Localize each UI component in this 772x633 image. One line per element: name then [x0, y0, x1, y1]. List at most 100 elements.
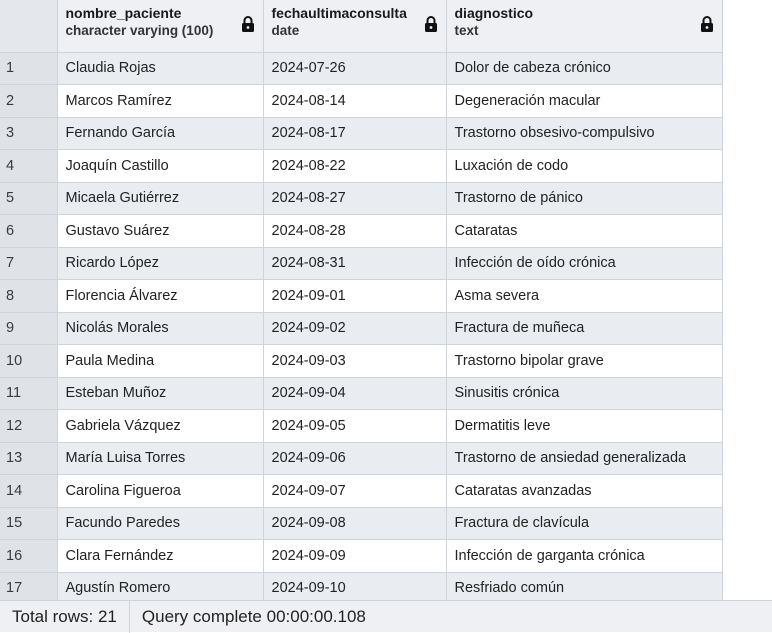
- cell-fechaultimaconsulta[interactable]: 2024-09-05: [263, 409, 447, 443]
- cell-diagnostico[interactable]: Trastorno obsesivo-compulsivo: [446, 117, 723, 150]
- row-number[interactable]: 5: [0, 182, 58, 215]
- data-table: nombre_paciente character varying (100) …: [0, 0, 723, 600]
- table-row[interactable]: 11 Esteban Muñoz 2024-09-04 Sinusitis cróni…: [0, 377, 723, 410]
- row-number[interactable]: 4: [0, 149, 58, 183]
- cell-nombre-paciente[interactable]: Marcos Ramírez: [57, 84, 264, 118]
- cell-fechaultimaconsulta[interactable]: 2024-08-27: [263, 182, 447, 215]
- cell-fechaultimaconsulta[interactable]: 2024-07-26: [263, 52, 447, 85]
- cell-nombre-paciente[interactable]: Esteban Muñoz: [57, 377, 264, 410]
- row-number[interactable]: 1: [0, 52, 58, 85]
- row-number[interactable]: 7: [0, 247, 58, 280]
- row-number[interactable]: 6: [0, 214, 58, 248]
- cell-nombre-paciente[interactable]: Gustavo Suárez: [57, 214, 264, 248]
- cell-diagnostico[interactable]: Resfriado común: [446, 572, 723, 600]
- cell-nombre-paciente[interactable]: Paula Medina: [57, 344, 264, 378]
- column-header-fechaultimaconsulta[interactable]: fechaultimaconsulta date: [263, 0, 447, 53]
- row-number[interactable]: 11: [0, 377, 58, 410]
- cell-fechaultimaconsulta[interactable]: 2024-08-17: [263, 117, 447, 150]
- row-number[interactable]: 15: [0, 507, 58, 540]
- row-number[interactable]: 10: [0, 344, 58, 378]
- row-number[interactable]: 14: [0, 474, 58, 508]
- row-number[interactable]: 16: [0, 539, 58, 573]
- cell-diagnostico[interactable]: Trastorno bipolar grave: [446, 344, 723, 378]
- cell-fechaultimaconsulta[interactable]: 2024-09-01: [263, 279, 447, 313]
- cell-diagnostico[interactable]: Infección de garganta crónica: [446, 539, 723, 573]
- column-type: text: [454, 23, 479, 38]
- cell-nombre-paciente[interactable]: Nicolás Morales: [57, 312, 264, 345]
- table-row[interactable]: 17 Agustín Romero 2024-09-10 Resfriado comú…: [0, 572, 723, 600]
- row-number[interactable]: 12: [0, 409, 58, 443]
- row-number[interactable]: 9: [0, 312, 58, 345]
- cell-diagnostico[interactable]: Cataratas avanzadas: [446, 474, 723, 508]
- cell-nombre-paciente[interactable]: Ricardo López: [57, 247, 264, 280]
- status-divider: [128, 600, 130, 633]
- cell-nombre-paciente[interactable]: Florencia Álvarez: [57, 279, 264, 313]
- cell-diagnostico[interactable]: Trastorno de pánico: [446, 182, 723, 215]
- cell-diagnostico[interactable]: Fractura de muñeca: [446, 312, 723, 345]
- cell-fechaultimaconsulta[interactable]: 2024-08-31: [263, 247, 447, 280]
- row-number[interactable]: 3: [0, 117, 58, 150]
- cell-fechaultimaconsulta[interactable]: 2024-09-03: [263, 344, 447, 378]
- cell-fechaultimaconsulta[interactable]: 2024-09-08: [263, 507, 447, 540]
- cell-fechaultimaconsulta[interactable]: 2024-08-28: [263, 214, 447, 248]
- cell-fechaultimaconsulta[interactable]: 2024-09-04: [263, 377, 447, 410]
- cell-nombre-paciente[interactable]: Gabriela Vázquez: [57, 409, 264, 443]
- column-name: nombre_paciente: [65, 5, 182, 21]
- cell-nombre-paciente[interactable]: Claudia Rojas: [57, 52, 264, 85]
- row-number[interactable]: 8: [0, 279, 58, 313]
- cell-nombre-paciente[interactable]: Clara Fernández: [57, 539, 264, 573]
- lock-icon: [700, 15, 714, 33]
- cell-diagnostico[interactable]: Asma severa: [446, 279, 723, 313]
- cell-nombre-paciente[interactable]: Joaquín Castillo: [57, 149, 264, 183]
- table-row[interactable]: 2 Marcos Ramírez 2024-08-14 Degeneración ma…: [0, 84, 723, 118]
- column-header-nombre-paciente[interactable]: nombre_paciente character varying (100): [57, 0, 264, 53]
- table-row[interactable]: 5 Micaela Gutiérrez 2024-08-27 Trastorno de…: [0, 182, 723, 215]
- table-row[interactable]: 4 Joaquín Castillo 2024-08-22 Luxación de c…: [0, 149, 723, 183]
- cell-fechaultimaconsulta[interactable]: 2024-08-14: [263, 84, 447, 118]
- lock-icon: [241, 15, 255, 33]
- table-row[interactable]: 14 Carolina Figueroa 2024-09-07 Cataratas a…: [0, 474, 723, 508]
- cell-diagnostico[interactable]: Sinusitis crónica: [446, 377, 723, 410]
- table-row[interactable]: 1 Claudia Rojas 2024-07-26 Dolor de cabeza …: [0, 52, 723, 85]
- table-row[interactable]: 8 Florencia Álvarez 2024-09-01 Asma severa: [0, 279, 723, 313]
- cell-diagnostico[interactable]: Degeneración macular: [446, 84, 723, 118]
- table-row[interactable]: 10 Paula Medina 2024-09-03 Trastorno bipola…: [0, 344, 723, 378]
- table-row[interactable]: 9 Nicolás Morales 2024-09-02 Fractura de mu…: [0, 312, 723, 345]
- table-row[interactable]: 13 María Luisa Torres 2024-09-06 Trastorno …: [0, 442, 723, 475]
- table-row[interactable]: 16 Clara Fernández 2024-09-09 Infección de …: [0, 539, 723, 573]
- cell-diagnostico[interactable]: Dermatitis leve: [446, 409, 723, 443]
- cell-diagnostico[interactable]: Trastorno de ansiedad generalizada: [446, 442, 723, 475]
- cell-nombre-paciente[interactable]: María Luisa Torres: [57, 442, 264, 475]
- table-row[interactable]: 15 Facundo Paredes 2024-09-08 Fractura de c…: [0, 507, 723, 540]
- cell-nombre-paciente[interactable]: Agustín Romero: [57, 572, 264, 600]
- cell-diagnostico[interactable]: Cataratas: [446, 214, 723, 248]
- cell-fechaultimaconsulta[interactable]: 2024-08-22: [263, 149, 447, 183]
- table-row[interactable]: 3 Fernando García 2024-08-17 Trastorno obse…: [0, 117, 723, 150]
- cell-diagnostico[interactable]: Fractura de clavícula: [446, 507, 723, 540]
- column-name: diagnostico: [454, 5, 534, 21]
- cell-nombre-paciente[interactable]: Fernando García: [57, 117, 264, 150]
- select-all-corner[interactable]: [0, 0, 58, 53]
- cell-nombre-paciente[interactable]: Micaela Gutiérrez: [57, 182, 264, 215]
- cell-fechaultimaconsulta[interactable]: 2024-09-02: [263, 312, 447, 345]
- cell-fechaultimaconsulta[interactable]: 2024-09-06: [263, 442, 447, 475]
- column-header-diagnostico[interactable]: diagnostico text: [446, 0, 723, 53]
- cell-diagnostico[interactable]: Infección de oído crónica: [446, 247, 723, 280]
- table-row[interactable]: 12 Gabriela Vázquez 2024-09-05 Dermatitis l…: [0, 409, 723, 443]
- cell-fechaultimaconsulta[interactable]: 2024-09-10: [263, 572, 447, 600]
- column-name: fechaultimaconsulta: [271, 5, 407, 21]
- cell-diagnostico[interactable]: Dolor de cabeza crónico: [446, 52, 723, 85]
- cell-fechaultimaconsulta[interactable]: 2024-09-09: [263, 539, 447, 573]
- cell-nombre-paciente[interactable]: Carolina Figueroa: [57, 474, 264, 508]
- cell-diagnostico[interactable]: Luxación de codo: [446, 149, 723, 183]
- row-number[interactable]: 2: [0, 84, 58, 118]
- cell-nombre-paciente[interactable]: Facundo Paredes: [57, 507, 264, 540]
- results-grid[interactable]: nombre_paciente character varying (100) …: [0, 0, 772, 600]
- table-row[interactable]: 6 Gustavo Suárez 2024-08-28 Cataratas: [0, 214, 723, 248]
- table-row[interactable]: 7 Ricardo López 2024-08-31 Infección de oíd…: [0, 247, 723, 280]
- row-number[interactable]: 17: [0, 572, 58, 600]
- row-number[interactable]: 13: [0, 442, 58, 475]
- column-type: date: [271, 23, 300, 38]
- cell-fechaultimaconsulta[interactable]: 2024-09-07: [263, 474, 447, 508]
- lock-icon: [424, 15, 438, 33]
